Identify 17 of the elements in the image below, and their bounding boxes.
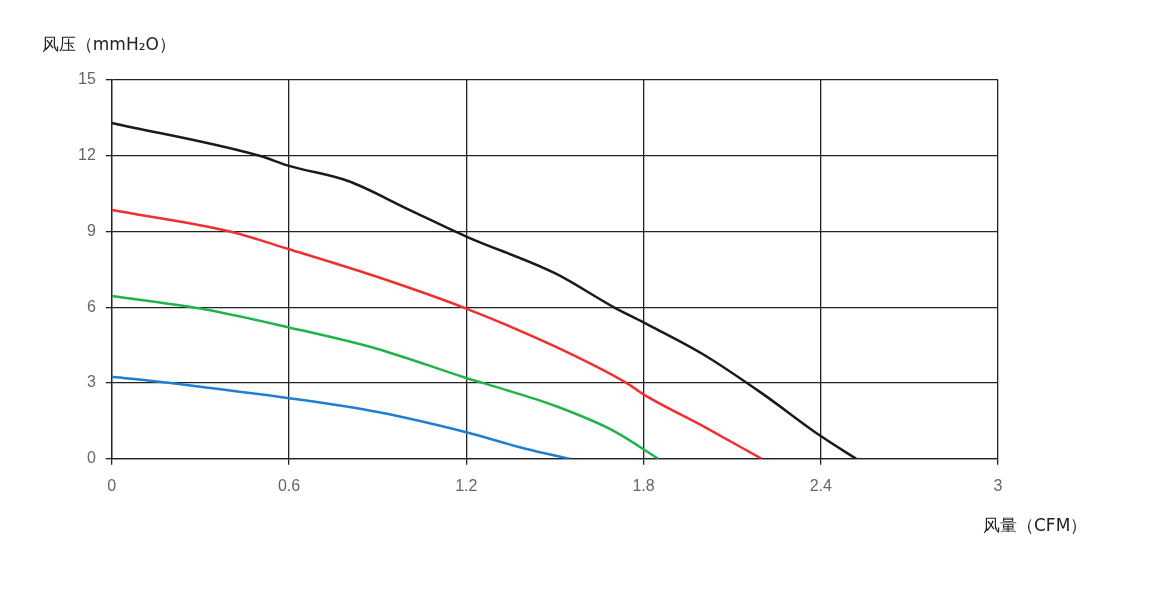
line-series [111, 294, 660, 459]
x-tick-label: 0.6 [277, 476, 301, 494]
y-tick-label: 6 [86, 297, 96, 315]
x-tick-label: 2.4 [809, 476, 832, 494]
y-tick-label: 3 [86, 373, 96, 391]
y-tick-label: 12 [78, 146, 96, 164]
x-tick-label: 1.8 [632, 476, 655, 494]
x-tick-label: 0 [107, 476, 117, 494]
y-tick-label: 15 [78, 70, 96, 88]
x-axis-title: 风量（CFM） [983, 514, 1088, 535]
y-axis-title: 风压（mmH₂O） [41, 34, 176, 54]
x-tick-label: 3 [993, 476, 1003, 494]
line-series [111, 375, 571, 459]
y-tick-label: 0 [86, 449, 96, 467]
y-tick-label: 9 [86, 221, 96, 239]
x-tick-label: 1.2 [455, 476, 478, 494]
line-series [111, 208, 763, 459]
